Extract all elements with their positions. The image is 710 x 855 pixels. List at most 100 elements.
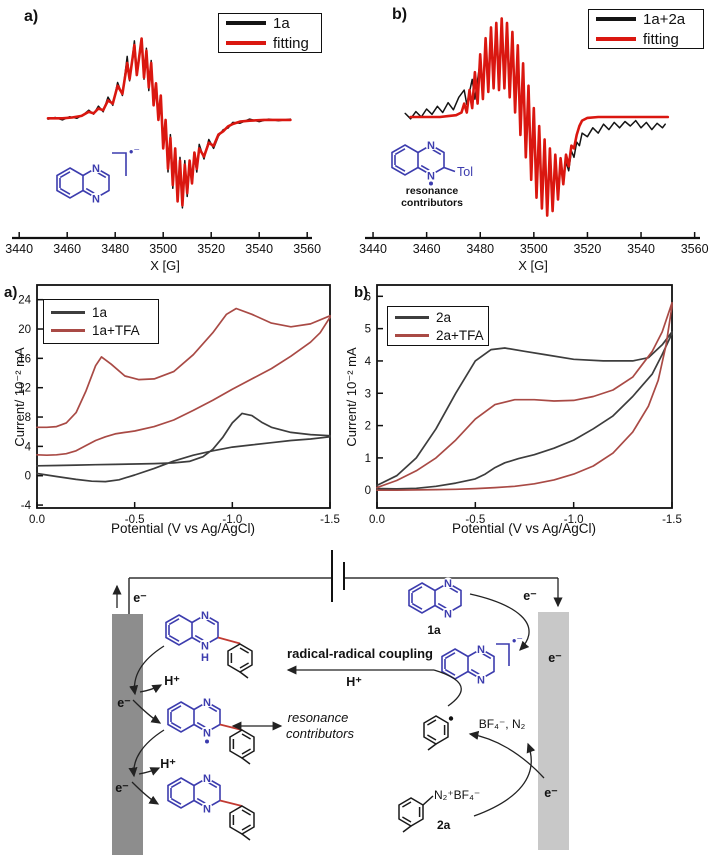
cv-plot-a: Potential (V vs Ag/AgCl) 0.0 -0.5 -1.0 -1.5… [18,284,340,536]
electron-label: e⁻ [115,781,129,795]
series-1a [47,40,292,209]
radical-anion-bracket [496,643,510,666]
molecule-dihydro-adduct: H [165,608,253,679]
molecule-diazonium-2a: N₂⁺BF₄⁻ 2a [398,788,480,833]
electron-label: e⁻ [117,696,131,710]
y-tick-label: 2 [365,421,371,433]
panel-label-cv-b: b) [354,284,369,301]
arrow-to-n-radical [132,699,162,724]
x-tick-label: -1.0 [222,514,242,526]
x-tick-label: 3440 [359,242,387,256]
axis-box [376,284,673,509]
molecule-1a: 1a [408,576,462,637]
cv-a-yaxis-label: Current/ 10⁻² mA [12,347,27,447]
legend-row: 1a [51,305,151,320]
arrow-2a-to-byproducts [473,742,536,817]
legend-row: 2a+TFA [395,327,484,343]
x-tick-label: 3480 [101,242,129,256]
byproduct-label: BF₄⁻, N₂ [479,717,526,731]
tolyl-ring [423,715,449,751]
radical-dot [429,181,433,186]
y-tick-label: 0 [365,485,371,497]
legend-line-2a [395,315,429,319]
new-bond [219,799,243,807]
diazonium-bond [422,795,434,806]
legend-row: fitting [226,35,314,52]
x-tick-label: 3460 [53,242,81,256]
y-tick-label: 3 [365,388,371,400]
radical-anion-charge: •⁻ [512,634,523,648]
legend-label-fitting: fitting [643,30,679,48]
x-tick-label: 3500 [520,242,548,256]
arrow-proton-release-2 [138,767,161,776]
legend-label-fitting: fitting [273,34,309,52]
tolyl-label: Tol [457,165,473,179]
x-tick-label: -0.5 [465,514,485,526]
y-tick-label: -4 [21,500,32,512]
proton-label: H⁺ [346,675,362,689]
legend-label-1a2a: 1a+2a [643,10,686,28]
tolyl-ring [229,729,255,765]
radical-dot [448,716,454,721]
resonance-caption-line1: resonance [406,185,459,197]
mechanism-svg: e⁻ e⁻ e⁻ e⁻ e⁻ e⁻ 1a •⁻ H [112,550,569,855]
right-electrode [538,612,569,850]
legend-label-2a-tfa: 2a+TFA [436,327,484,343]
y-tick-label: 5 [365,324,371,336]
x-tick-label: 3520 [197,242,225,256]
radical-anion-bracket [112,152,127,176]
epr-plot-b: X [G] 3440 3460 3480 3500 3520 3540 3560 [359,17,709,273]
panel-label-cv-a: a) [4,284,18,301]
y-tick-label: 12 [18,383,31,395]
legend-label-1a: 1a [92,305,108,320]
x-tick-label: 3540 [627,242,655,256]
series-fitting [46,37,292,207]
electron-label: e⁻ [544,786,558,800]
x-tick-label: 3520 [574,242,602,256]
tolyl-bond [443,166,456,173]
legend-row: 1a [226,15,314,32]
tolyl-ring [227,643,253,679]
series-2a+TFA [376,301,673,492]
x-tick-label: 3500 [149,242,177,256]
x-tick-label: 3560 [293,242,321,256]
y-tick-label: 1 [365,453,371,465]
x-tick-label: 3440 [5,242,33,256]
epr-b-xaxis-label: X [G] [518,258,548,273]
tolyl-ring [229,805,255,841]
x-tick-label: 0.0 [369,514,385,526]
panel-label-epr-a: a) [24,8,39,25]
legend-line-1a2a [596,17,636,21]
x-tick-label: -1.5 [320,514,340,526]
axis-box [36,284,331,509]
legend-line-fitting [226,41,266,45]
new-bond [219,723,243,731]
coupling-label: radical-radical coupling [287,646,433,661]
resonance-caption-line2: contributors [401,197,463,209]
legend-row: fitting [596,31,696,48]
x-tick-label: -1.5 [662,514,682,526]
compound-2a-label: 2a [437,818,451,832]
radical-anion-charge: •⁻ [129,145,140,159]
electron-label: e⁻ [548,651,562,665]
series-1a [36,412,331,483]
x-tick-label: -0.5 [125,514,145,526]
epr-a-inset-structure: •⁻ [56,145,140,207]
series-fitting [409,17,670,217]
legend-line-1a [226,21,266,25]
compound-1a-label: 1a [427,623,441,637]
molecule-product [167,771,255,841]
arrow-n-radical-to-electrode [128,729,165,778]
molecule-n-radical [167,695,255,765]
legend-cv-b: 2a 2a+TFA [387,306,489,346]
legend-line-1a-tfa [51,329,85,332]
electron-label: e⁻ [133,591,147,605]
x-tick-label: 0.0 [29,514,45,526]
epr-plot-a: X [G] 3440 3460 3480 3500 3520 3540 3560 [5,37,321,273]
reaction-arrows [128,593,545,817]
circuit-wire [112,550,563,614]
x-tick-label: -1.0 [564,514,584,526]
left-electrode [112,614,143,855]
